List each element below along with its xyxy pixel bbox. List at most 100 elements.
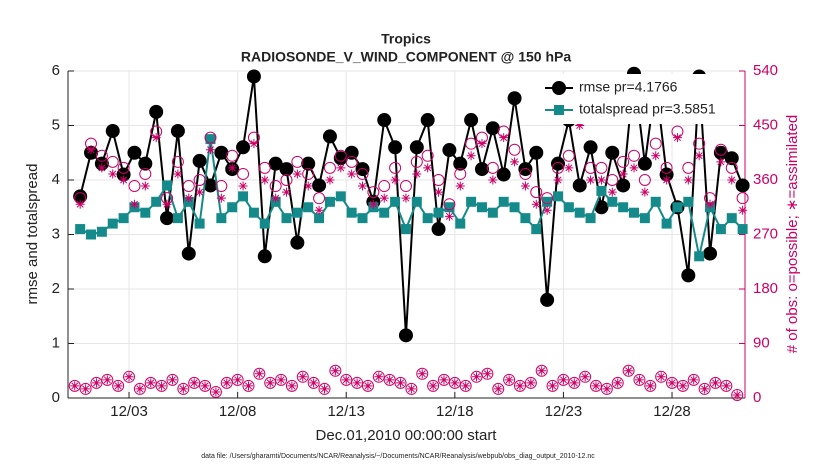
point bbox=[540, 292, 555, 307]
point bbox=[595, 161, 608, 174]
legend-box bbox=[535, 74, 743, 124]
point bbox=[291, 155, 304, 168]
point bbox=[127, 145, 142, 160]
point bbox=[639, 213, 650, 224]
point bbox=[151, 133, 161, 143]
point bbox=[70, 381, 80, 391]
point bbox=[117, 161, 130, 174]
point bbox=[724, 151, 739, 166]
point bbox=[519, 167, 532, 180]
point bbox=[515, 381, 525, 391]
point bbox=[162, 199, 172, 209]
point bbox=[105, 123, 120, 138]
point bbox=[537, 366, 547, 376]
point bbox=[600, 382, 613, 395]
point bbox=[75, 224, 86, 235]
point bbox=[79, 382, 92, 395]
point bbox=[503, 373, 516, 386]
point bbox=[486, 161, 499, 174]
point bbox=[548, 381, 558, 391]
point bbox=[541, 192, 554, 205]
point bbox=[298, 372, 308, 382]
point bbox=[340, 373, 353, 386]
legend-label: totalspread pr=3.5851 bbox=[579, 101, 716, 117]
point bbox=[464, 113, 479, 128]
point bbox=[324, 196, 335, 207]
point bbox=[558, 375, 568, 385]
point bbox=[379, 193, 389, 203]
point bbox=[118, 213, 129, 224]
point bbox=[178, 384, 188, 394]
point bbox=[171, 155, 184, 168]
point bbox=[352, 378, 362, 388]
legend-marker bbox=[552, 81, 566, 95]
point bbox=[243, 381, 253, 391]
point bbox=[563, 202, 574, 213]
point bbox=[377, 113, 392, 128]
point bbox=[236, 140, 251, 155]
point bbox=[579, 370, 592, 383]
point bbox=[329, 364, 342, 377]
point bbox=[574, 207, 585, 218]
point bbox=[557, 373, 570, 386]
point bbox=[189, 378, 199, 388]
point bbox=[399, 180, 412, 193]
point bbox=[182, 180, 195, 193]
point bbox=[661, 218, 672, 229]
point bbox=[509, 202, 520, 213]
point bbox=[279, 162, 294, 177]
point bbox=[199, 379, 212, 392]
point bbox=[434, 187, 444, 197]
point bbox=[613, 378, 623, 388]
point bbox=[656, 372, 666, 382]
point bbox=[572, 178, 587, 193]
point bbox=[422, 213, 433, 224]
point bbox=[427, 379, 440, 392]
point bbox=[611, 376, 624, 389]
point bbox=[410, 155, 423, 168]
point bbox=[520, 181, 530, 191]
point bbox=[431, 222, 446, 237]
point bbox=[259, 218, 270, 229]
point bbox=[281, 213, 292, 224]
point bbox=[738, 205, 748, 215]
point bbox=[144, 376, 157, 389]
point bbox=[275, 373, 288, 386]
point bbox=[135, 384, 145, 394]
point bbox=[307, 376, 320, 389]
point bbox=[378, 180, 391, 193]
point bbox=[302, 167, 315, 180]
point bbox=[238, 191, 249, 202]
point bbox=[231, 373, 244, 386]
point bbox=[444, 211, 454, 221]
point bbox=[602, 384, 612, 394]
point bbox=[617, 155, 630, 168]
point bbox=[388, 140, 403, 155]
point bbox=[101, 373, 114, 386]
point bbox=[453, 156, 468, 171]
point bbox=[474, 162, 489, 177]
point bbox=[529, 145, 544, 160]
point bbox=[616, 178, 631, 193]
point bbox=[694, 251, 705, 262]
point bbox=[341, 375, 351, 385]
point bbox=[119, 175, 129, 185]
point bbox=[651, 151, 661, 161]
point bbox=[355, 162, 370, 177]
point bbox=[173, 169, 183, 179]
point bbox=[254, 369, 264, 379]
point bbox=[313, 192, 326, 205]
point bbox=[672, 202, 683, 213]
point bbox=[237, 167, 250, 180]
point bbox=[390, 175, 400, 185]
point bbox=[253, 367, 266, 380]
point bbox=[703, 246, 718, 261]
point bbox=[334, 149, 347, 162]
point bbox=[629, 207, 640, 218]
point bbox=[638, 174, 651, 186]
point bbox=[95, 149, 108, 162]
point bbox=[379, 207, 390, 218]
point bbox=[698, 382, 711, 395]
point bbox=[477, 139, 487, 149]
point bbox=[361, 379, 374, 392]
